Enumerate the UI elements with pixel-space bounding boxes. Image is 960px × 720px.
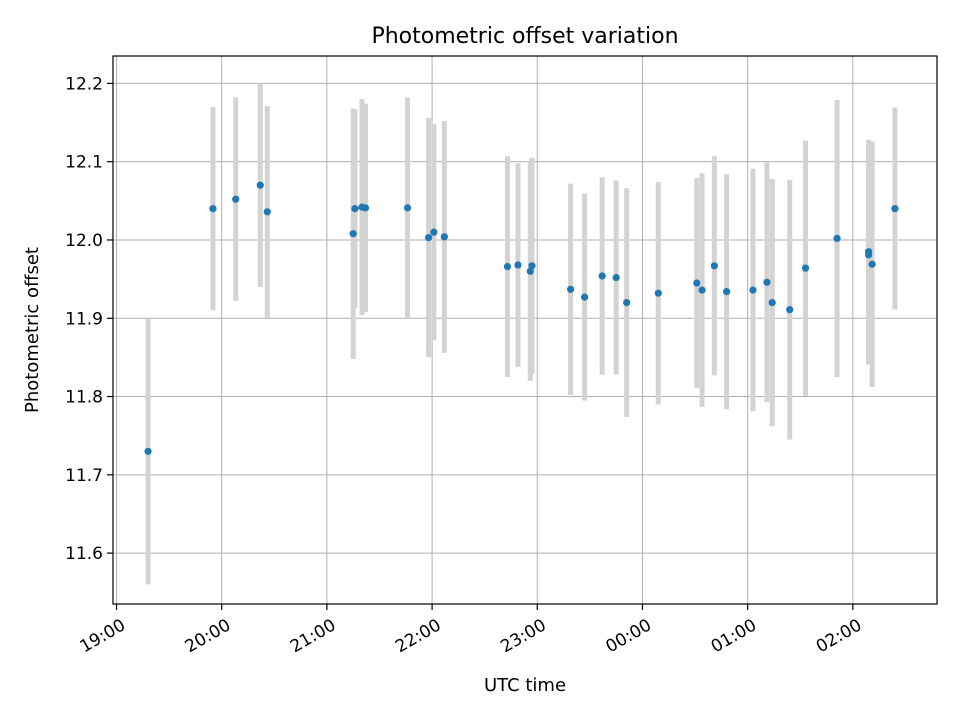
x-tick-label: 19:00 [77, 615, 129, 657]
data-point [232, 195, 240, 203]
x-tick-label: 21:00 [287, 615, 339, 657]
chart-title: Photometric offset variation [371, 24, 678, 49]
data-point [598, 272, 606, 280]
y-axis-label: Photometric offset [22, 247, 43, 413]
data-point [361, 204, 370, 212]
data-point [144, 447, 152, 455]
x-tick-label: 02:00 [813, 615, 865, 657]
data-point [514, 261, 522, 269]
data-point [351, 205, 359, 213]
data-point [566, 285, 575, 293]
data-point [768, 299, 776, 307]
data-point [801, 264, 810, 272]
data-point [749, 286, 757, 294]
x-tick-label: 20:00 [182, 615, 234, 657]
data-point [612, 273, 620, 282]
x-tick-label: 01:00 [708, 615, 760, 657]
y-tick-label: 11.6 [65, 544, 103, 564]
x-tick-label: 22:00 [392, 615, 444, 657]
data-point [786, 306, 794, 314]
y-axis: 11.6 11.7 11.8 11.9 12.0 12.1 12.2 [65, 74, 113, 564]
data-points [144, 181, 899, 455]
data-point [868, 260, 876, 268]
x-axis-label: UTC time [484, 675, 566, 696]
data-point [623, 299, 631, 307]
x-axis: 19:00 20:00 21:00 22:00 23:00 00:00 01:00 02:00 [77, 604, 865, 657]
x-tick-label: 00:00 [603, 615, 655, 657]
y-tick-label: 12.2 [65, 74, 103, 94]
data-point [424, 234, 433, 242]
error-bars [145, 83, 898, 585]
data-point [833, 234, 841, 243]
y-tick-label: 12.0 [65, 231, 103, 251]
data-point [503, 262, 512, 271]
data-point [349, 230, 357, 238]
data-point [263, 208, 271, 216]
data-point [440, 233, 448, 241]
data-point [693, 279, 701, 287]
grid [113, 56, 937, 604]
data-point [526, 267, 534, 275]
data-point [891, 205, 899, 213]
data-point [865, 248, 873, 256]
data-point [581, 293, 589, 301]
data-point [256, 181, 264, 189]
data-point [698, 286, 706, 294]
data-point [430, 228, 438, 236]
plot-frame [112, 55, 938, 605]
y-tick-label: 11.9 [65, 309, 103, 329]
data-point [654, 289, 662, 297]
data-point [763, 278, 771, 286]
data-point [528, 262, 536, 270]
data-point [723, 288, 731, 296]
data-point [710, 262, 718, 270]
y-tick-label: 12.1 [65, 153, 103, 173]
data-point [403, 204, 412, 212]
data-point [209, 205, 217, 213]
x-tick-label: 23:00 [497, 615, 549, 657]
y-tick-label: 11.7 [65, 466, 103, 486]
y-tick-label: 11.8 [65, 388, 103, 408]
